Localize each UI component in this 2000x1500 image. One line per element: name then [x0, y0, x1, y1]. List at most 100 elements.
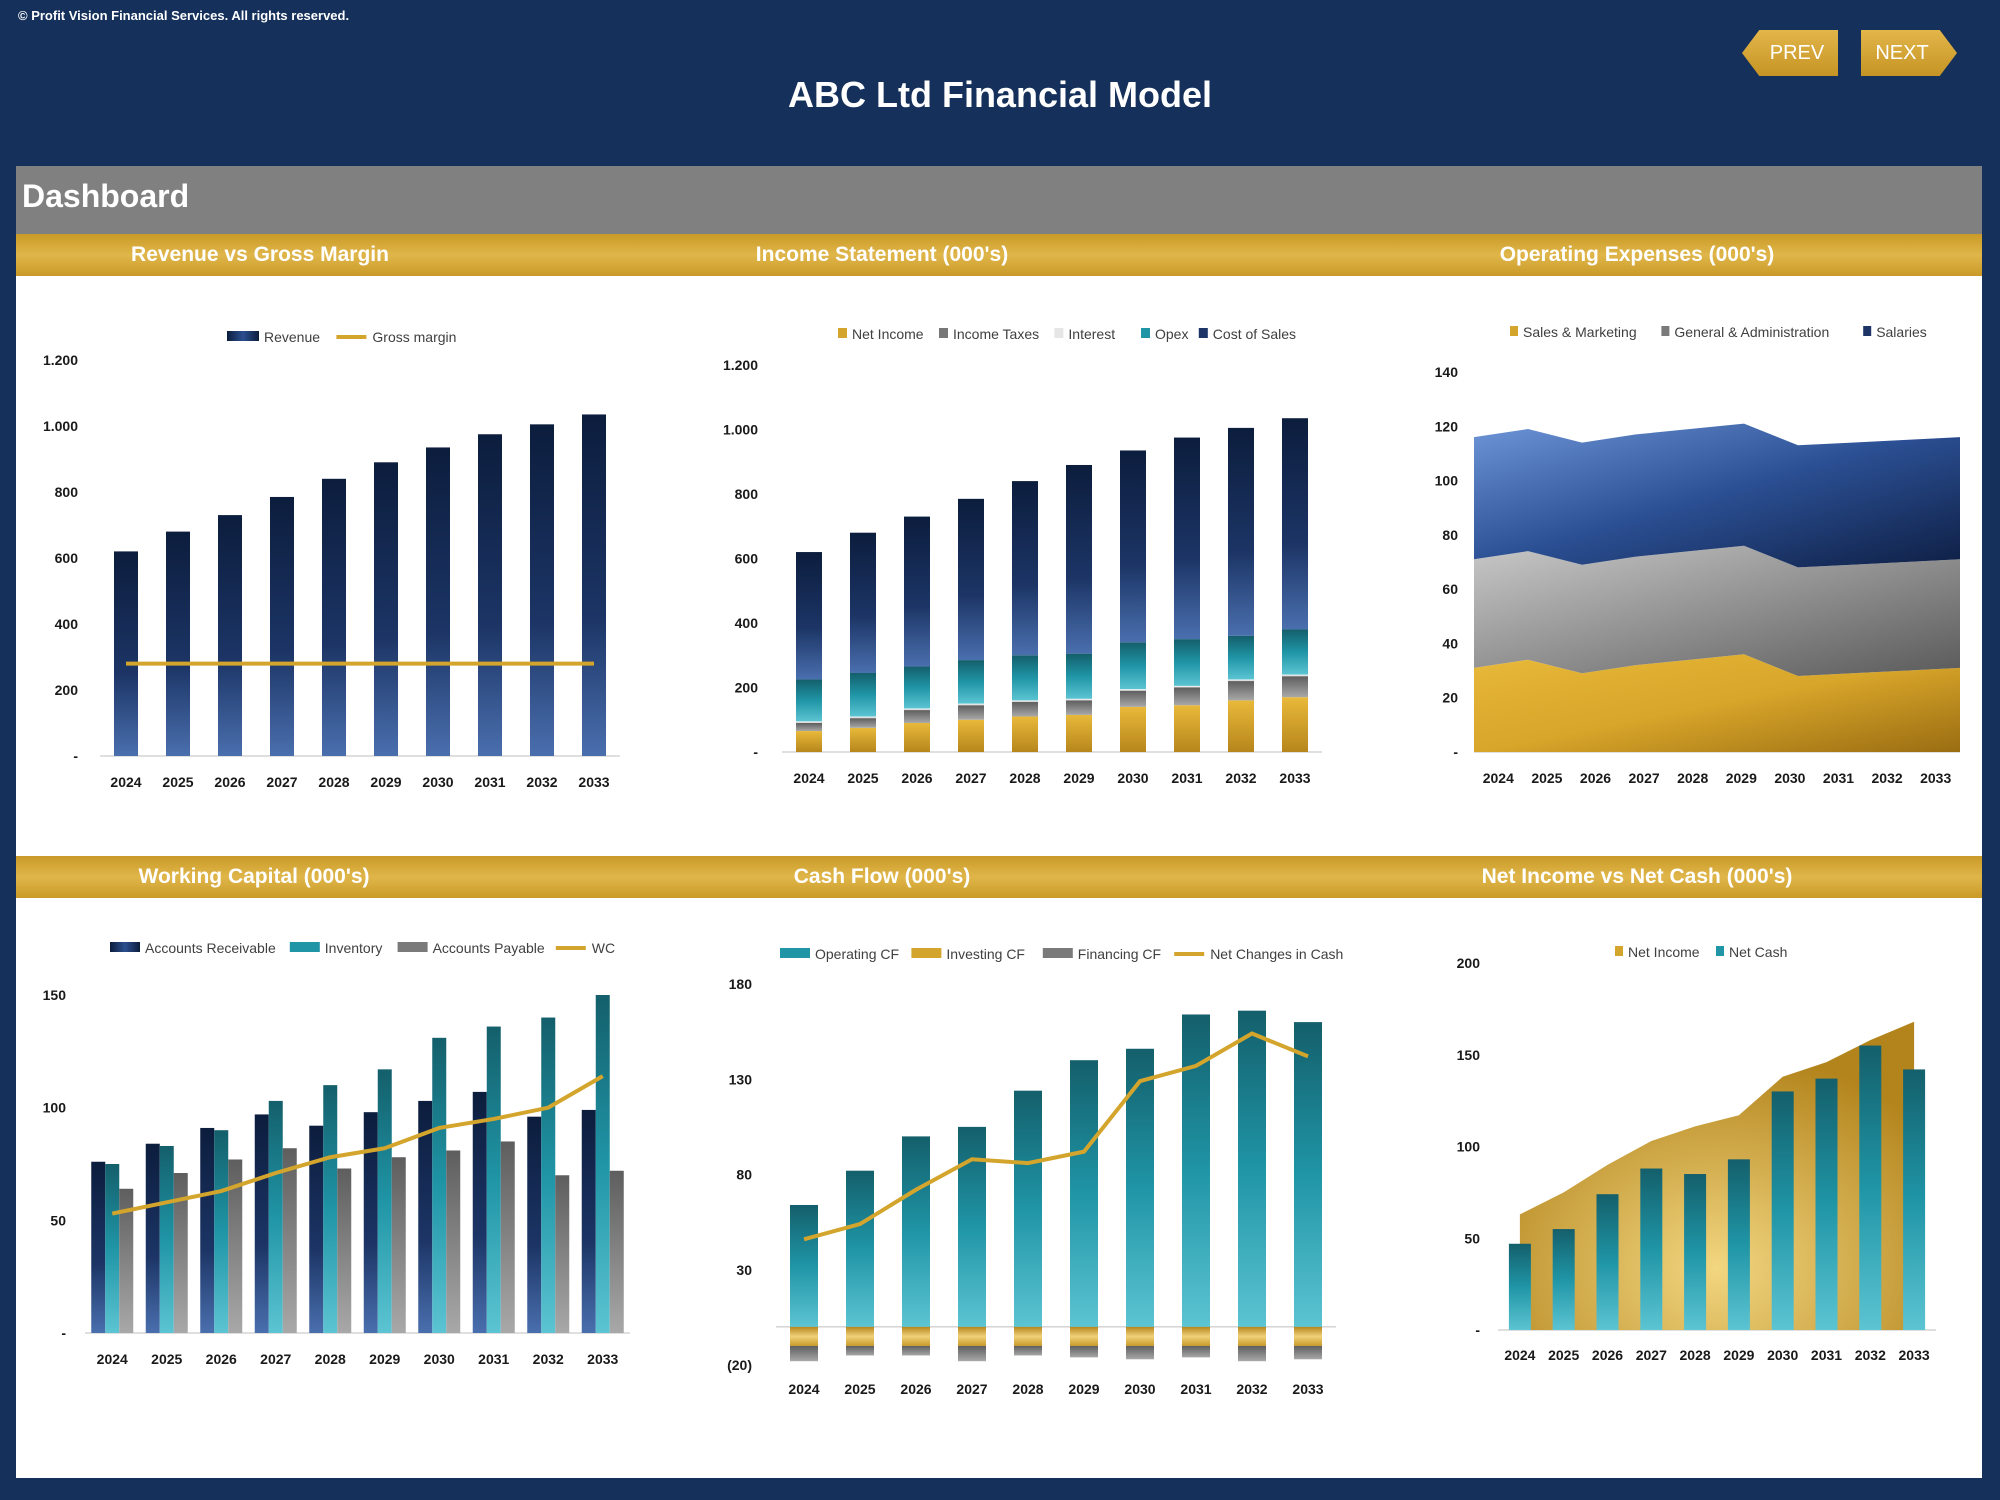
inventory-bar [432, 1037, 447, 1333]
x-tick-label-0-4: 2028 [318, 774, 349, 790]
legend-swatch-3-0 [110, 942, 140, 952]
accounts-receivable-bar [145, 1143, 160, 1333]
x-tick-label-4-4: 2028 [1012, 1381, 1043, 1397]
prev-button[interactable]: PREV [1742, 30, 1838, 76]
cost-of-sales-bar [850, 532, 876, 673]
income-taxes-bar [850, 718, 876, 728]
chart-title-income: Income Statement (000's) [755, 243, 1009, 266]
y-tick-label-1-3: 600 [735, 551, 759, 567]
general-admin-area [1474, 545, 1960, 676]
x-tick-label-3-1: 2025 [151, 1351, 182, 1367]
x-tick-label-4-1: 2025 [844, 1381, 875, 1397]
legend-swatch-0-0 [227, 331, 259, 341]
revenue-bar [322, 478, 346, 756]
net-income-bar [850, 727, 876, 752]
x-tick-label-5-6: 2030 [1767, 1347, 1798, 1363]
x-tick-label-2-3: 2027 [1629, 770, 1660, 786]
x-tick-label-0-1: 2025 [162, 774, 193, 790]
legend-label-2-1: General & Administration [1674, 324, 1829, 340]
legend-label-1-2: Interest [1068, 326, 1115, 342]
net-income-bar [1282, 697, 1308, 752]
y-tick-label-5-3: 150 [1457, 1047, 1481, 1063]
investing-cf-bar [1070, 1326, 1098, 1346]
inventory-bar [486, 1026, 501, 1333]
revenue-bar [270, 496, 294, 756]
net-income-bar [958, 719, 984, 752]
legend-swatch-4-2 [1042, 948, 1073, 958]
y-tick-label-1-5: 1.000 [723, 422, 758, 438]
x-tick-label-1-6: 2030 [1117, 770, 1148, 786]
accounts-payable-bar [173, 1173, 188, 1333]
investing-cf-bar [1126, 1326, 1154, 1346]
income-taxes-bar [1066, 700, 1092, 715]
financing-cf-bar [1294, 1345, 1322, 1360]
investing-cf-bar [1238, 1326, 1266, 1346]
x-tick-label-5-9: 2033 [1899, 1347, 1930, 1363]
y-tick-label-1-1: 200 [735, 680, 759, 696]
investing-cf-bar [958, 1326, 986, 1346]
net-income-bar [1066, 714, 1092, 752]
x-tick-label-0-8: 2032 [526, 774, 557, 790]
cost-of-sales-bar [1174, 437, 1200, 640]
x-tick-label-0-9: 2033 [578, 774, 609, 790]
legend-label-4-1: Investing CF [946, 946, 1025, 962]
legend-label-1-1: Income Taxes [953, 326, 1039, 342]
x-tick-label-2-5: 2029 [1726, 770, 1757, 786]
inventory-bar [214, 1130, 229, 1333]
x-tick-label-2-8: 2032 [1872, 770, 1903, 786]
legend-label-5-1: Net Cash [1729, 944, 1787, 960]
net-income-bar [1120, 706, 1146, 752]
x-tick-label-0-0: 2024 [110, 774, 141, 790]
legend-label-4-0: Operating CF [815, 946, 899, 962]
revenue-bar [530, 424, 554, 756]
x-tick-label-0-2: 2026 [214, 774, 245, 790]
y-tick-label-4-3: 130 [729, 1071, 753, 1087]
net-cash-bar [1552, 1229, 1575, 1330]
next-button[interactable]: NEXT [1861, 30, 1957, 76]
net-cash-bar [1596, 1194, 1619, 1330]
interest-bar [958, 703, 984, 706]
opex-bar [1174, 639, 1200, 686]
net-income-bar [904, 722, 930, 752]
revenue-bar [166, 531, 190, 756]
financing-cf-bar [1238, 1345, 1266, 1362]
income-taxes-bar [1012, 702, 1038, 717]
chart-title-revenue: Revenue vs Gross Margin [131, 243, 389, 266]
net-cash-bar [1903, 1069, 1926, 1330]
financing-cf-bar [1070, 1345, 1098, 1358]
cost-of-sales-bar [1012, 481, 1038, 656]
copyright-text: © Profit Vision Financial Services. All … [18, 8, 350, 23]
x-tick-label-3-0: 2024 [97, 1351, 128, 1367]
y-tick-label-3-0: - [61, 1325, 66, 1341]
cost-of-sales-bar [958, 498, 984, 661]
x-tick-label-3-7: 2031 [478, 1351, 509, 1367]
operating-cf-bar [1238, 1010, 1266, 1327]
inventory-bar [377, 1069, 392, 1333]
x-tick-label-1-1: 2025 [847, 770, 878, 786]
x-tick-label-2-9: 2033 [1920, 770, 1951, 786]
operating-cf-bar [902, 1136, 930, 1327]
legend-label-1-0: Net Income [852, 326, 924, 342]
opex-bar [1282, 629, 1308, 675]
net-income-area [1519, 1021, 1915, 1330]
x-tick-label-0-6: 2030 [422, 774, 453, 790]
x-tick-label-1-4: 2028 [1009, 770, 1040, 786]
accounts-receivable-bar [91, 1161, 106, 1333]
y-tick-label-0-1: 200 [55, 682, 79, 698]
x-tick-label-4-7: 2031 [1180, 1381, 1211, 1397]
net-income-vs-net-cash-chart: Net Income Net Cash - 50 100 150 200 2024 2025 20… [1457, 944, 1936, 1363]
x-tick-label-5-0: 2024 [1504, 1347, 1535, 1363]
cost-of-sales-bar [1066, 464, 1092, 654]
legend-label-4-3: Net Changes in Cash [1210, 946, 1343, 962]
accounts-receivable-bar [254, 1114, 269, 1333]
legend-swatch-1-4 [1198, 328, 1208, 338]
inventory-bar [159, 1145, 174, 1333]
financing-cf-bar [1182, 1345, 1210, 1358]
y-tick-label-3-2: 100 [43, 1100, 67, 1116]
y-tick-label-5-0: - [1475, 1322, 1480, 1338]
x-tick-label-0-3: 2027 [266, 774, 297, 790]
opex-bar [850, 672, 876, 717]
y-tick-label-1-0: - [753, 744, 758, 760]
net-cash-bar [1815, 1078, 1838, 1330]
financing-cf-bar [846, 1345, 874, 1356]
